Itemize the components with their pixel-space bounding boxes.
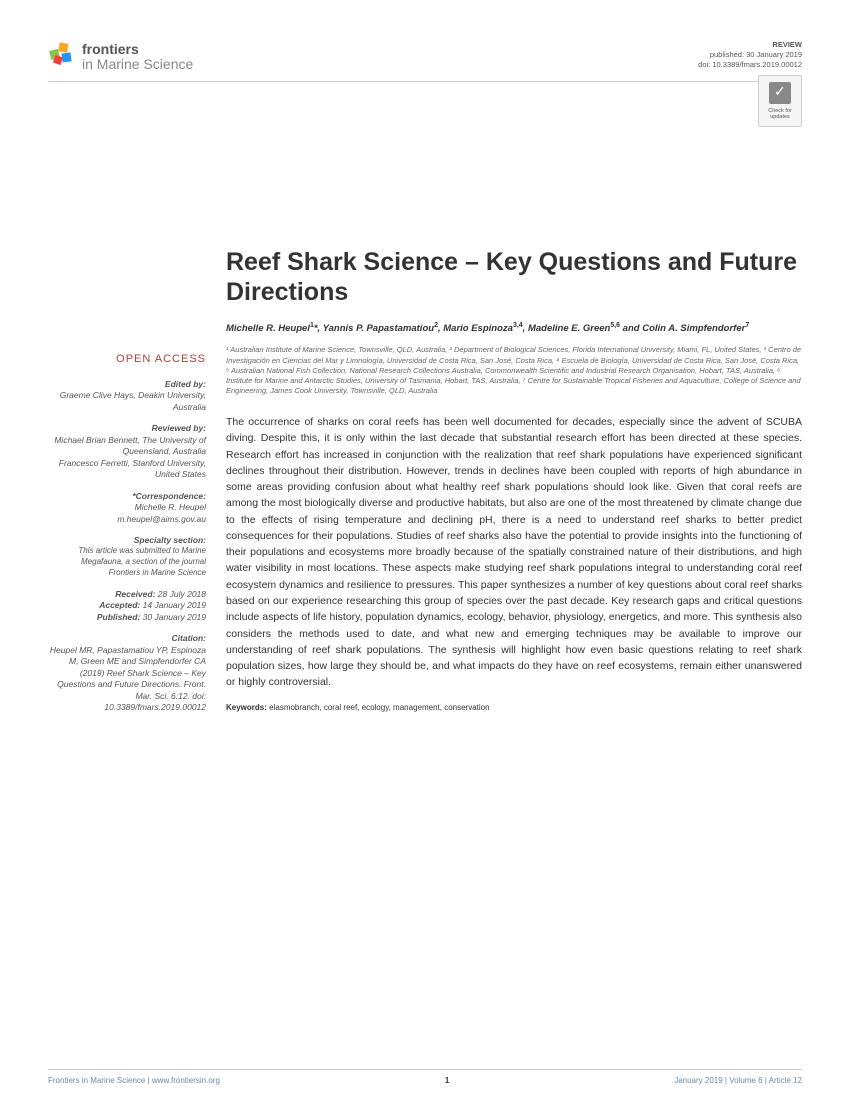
doi: doi: 10.3389/fmars.2019.00012 (698, 60, 802, 70)
authors: Michelle R. Heupel1*, Yannis P. Papastam… (226, 321, 802, 335)
received-label: Received: (115, 589, 155, 599)
checkmark-icon (769, 82, 791, 104)
correspondence: Michelle R. Heupel m.heupel@aims.gov.au (48, 502, 206, 525)
accepted-date: 14 January 2019 (143, 600, 206, 610)
article-sidebar: OPEN ACCESS Edited by: Graeme Clive Hays… (48, 247, 206, 724)
reviewed-by: Michael Brian Bennett, The University of… (48, 435, 206, 481)
accepted-label: Accepted: (99, 600, 140, 610)
specialty-label: Specialty section: (48, 535, 206, 546)
edited-by-label: Edited by: (48, 379, 206, 390)
footer-left[interactable]: Frontiers in Marine Science | www.fronti… (48, 1076, 220, 1085)
edited-by: Graeme Clive Hays, Deakin University, Au… (48, 390, 206, 413)
frontiers-logo-icon (48, 40, 76, 73)
article-title: Reef Shark Science – Key Questions and F… (226, 247, 802, 307)
article-type: REVIEW (698, 40, 802, 50)
page-header: frontiers in Marine Science REVIEW publi… (48, 40, 802, 82)
citation: Heupel MR, Papastamatiou YP, Espinoza M,… (48, 645, 206, 714)
abstract: The occurrence of sharks on coral reefs … (226, 414, 802, 691)
specialty-section: This article was submitted to Marine Meg… (48, 546, 206, 578)
page-footer: Frontiers in Marine Science | www.fronti… (48, 1069, 802, 1085)
header-metadata: REVIEW published: 30 January 2019 doi: 1… (698, 40, 802, 69)
published-date-side: 30 January 2019 (143, 612, 206, 622)
check-updates-label: Check for updates (763, 108, 797, 120)
logo-line1: frontiers (82, 42, 193, 57)
keywords-label: Keywords: (226, 703, 267, 712)
affiliations: ¹ Australian Institute of Marine Science… (226, 345, 802, 396)
keywords: elasmobranch, coral reef, ecology, manag… (269, 703, 489, 712)
received-date: 28 July 2018 (158, 589, 206, 599)
journal-logo: frontiers in Marine Science (48, 40, 193, 73)
page-number: 1 (445, 1076, 449, 1085)
correspondence-label: *Correspondence: (48, 491, 206, 502)
citation-label: Citation: (48, 633, 206, 644)
open-access-label: OPEN ACCESS (48, 352, 206, 367)
footer-right: January 2019 | Volume 6 | Article 12 (674, 1076, 802, 1085)
article-content: Reef Shark Science – Key Questions and F… (226, 247, 802, 724)
check-updates-badge[interactable]: Check for updates (758, 75, 802, 127)
logo-line2: in Marine Science (82, 57, 193, 72)
reviewed-by-label: Reviewed by: (48, 423, 206, 434)
keywords-line: Keywords: elasmobranch, coral reef, ecol… (226, 703, 802, 712)
published-label: Published: (97, 612, 140, 622)
published-date: published: 30 January 2019 (698, 50, 802, 60)
